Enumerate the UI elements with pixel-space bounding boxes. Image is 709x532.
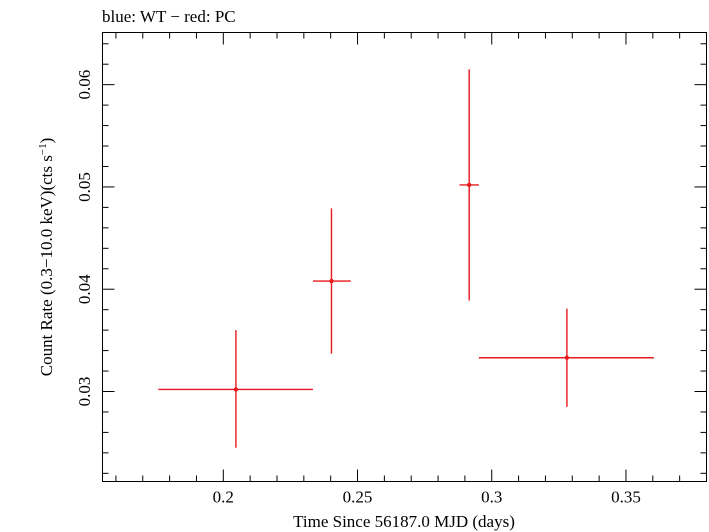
chart-title: blue: WT − red: PC [102,7,236,26]
data-point [478,308,654,407]
axis-ticks [102,32,707,482]
x-tick-label: 0.35 [611,488,641,507]
data-marker [233,387,239,392]
data-point [459,69,479,301]
y-axis-label-main: Count Rate (0.3−10.0 keV)(cts s [37,155,56,376]
data-marker [466,182,472,188]
y-tick-label: 0.06 [75,70,94,100]
data-point [312,208,351,354]
y-axis-label: Count Rate (0.3−10.0 keV)(cts s−1) [37,138,56,377]
x-tick-label: 0.2 [213,488,234,507]
x-tick-label: 0.3 [481,488,502,507]
y-tick-labels: 0.03 0.04 0.05 0.06 [75,70,94,407]
x-tick-label: 0.25 [343,488,373,507]
y-axis-label-sup: −1 [37,143,49,155]
y-tick-label: 0.03 [75,377,94,407]
data-series [158,69,654,448]
data-point [158,330,313,448]
data-marker [329,278,334,284]
data-marker [564,355,570,360]
y-tick-label: 0.04 [75,274,94,304]
y-tick-label: 0.05 [75,172,94,202]
x-axis-label: Time Since 56187.0 MJD (days) [293,512,515,531]
x-tick-labels: 0.2 0.25 0.3 0.35 [213,488,641,507]
y-axis-label-end: ) [37,138,56,144]
plot-frame [102,32,707,482]
